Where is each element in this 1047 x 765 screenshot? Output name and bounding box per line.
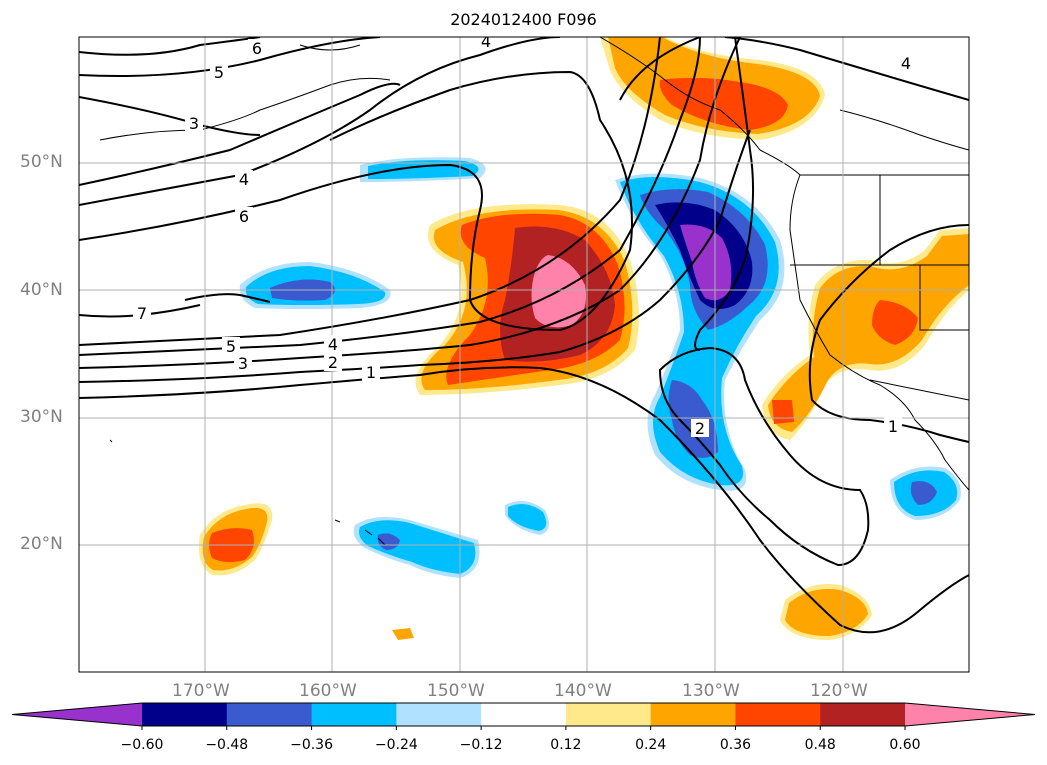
lat-label-20n: 20°N <box>20 534 63 554</box>
contour-label: 2 <box>695 419 705 438</box>
contour-label: 4 <box>328 335 338 354</box>
contour-line <box>79 37 261 56</box>
colorbar-tick-label: 0.36 <box>719 737 752 753</box>
coastlines <box>99 37 969 546</box>
map-frame <box>78 36 970 673</box>
contour-line <box>619 37 969 101</box>
contour-line <box>79 37 661 346</box>
colorbar-segment <box>311 703 397 726</box>
colorbar-tick-label: −0.48 <box>205 737 249 753</box>
colorbar-extend-high <box>905 703 1035 726</box>
colorbar-segment <box>565 703 652 726</box>
contour-label: 7 <box>137 304 147 323</box>
colorbar-segment <box>481 703 567 726</box>
colorbar-tick-label: −0.24 <box>374 737 418 753</box>
colorbar-segment <box>396 703 482 726</box>
contour-line <box>79 37 741 369</box>
contour-label: 5 <box>226 337 236 356</box>
contour-line <box>79 37 561 206</box>
colorbar-segment <box>820 703 906 726</box>
contour-label-group: 6 5 3 4 6 7 5 3 4 2 1 4 4 2 1 <box>133 32 915 438</box>
contour-label: 3 <box>238 354 248 373</box>
contour-line <box>79 37 701 356</box>
contour-line <box>808 224 969 443</box>
map-title: 2024012400 F096 <box>450 10 597 29</box>
contour-line <box>79 70 633 332</box>
colorbar-tick-label: 0.60 <box>889 737 921 753</box>
contour-line <box>658 346 870 567</box>
contour-line <box>79 82 401 186</box>
contour-line <box>79 366 969 634</box>
colorbar-tick-label: 0.24 <box>635 737 667 753</box>
colorbar-extend-low <box>12 703 142 726</box>
contour-line <box>79 37 381 77</box>
colorbar-tick-label: −0.12 <box>459 737 503 753</box>
colorbar-tick-label: 0.48 <box>804 737 836 753</box>
lon-label-150w: 150°W <box>427 681 485 701</box>
contour-label: 6 <box>252 39 262 58</box>
colorbar-tick-label: 0.12 <box>550 737 582 753</box>
contour-label: 6 <box>239 207 249 226</box>
positive-anomaly-central-pacific <box>415 204 639 395</box>
contour-label: 5 <box>214 63 224 82</box>
contour-label: 2 <box>328 353 338 372</box>
contour-label: 4 <box>239 170 249 189</box>
lon-label-120w: 120°W <box>810 681 868 701</box>
colorbar-tick-label: −0.60 <box>120 737 164 753</box>
graticule <box>79 37 969 672</box>
colorbar <box>11 702 1036 730</box>
positive-anomaly-west-us <box>762 228 969 440</box>
lat-label-40n: 40°N <box>20 280 63 300</box>
colorbar-segment <box>142 703 228 726</box>
lon-label-130w: 130°W <box>682 681 740 701</box>
colorbar-tick-label: −0.36 <box>290 737 333 753</box>
colorbar-segment <box>226 703 313 726</box>
lon-label-140w: 140°W <box>554 681 612 701</box>
colorbar-segment <box>735 703 821 726</box>
contour-label: 1 <box>366 363 376 382</box>
contour-line <box>79 129 751 383</box>
contour-label: 4 <box>481 32 491 51</box>
lat-label-50n: 50°N <box>20 152 63 172</box>
colorbar-segment <box>650 703 736 726</box>
contour-label: 4 <box>901 54 911 73</box>
lon-label-170w: 170°W <box>172 681 230 701</box>
contour-line <box>694 37 755 351</box>
lon-label-160w: 160°W <box>299 681 357 701</box>
contour-label: 1 <box>888 417 898 436</box>
contour-label: 3 <box>189 114 199 133</box>
contour-lines <box>79 37 969 634</box>
lat-label-30n: 30°N <box>20 407 63 427</box>
